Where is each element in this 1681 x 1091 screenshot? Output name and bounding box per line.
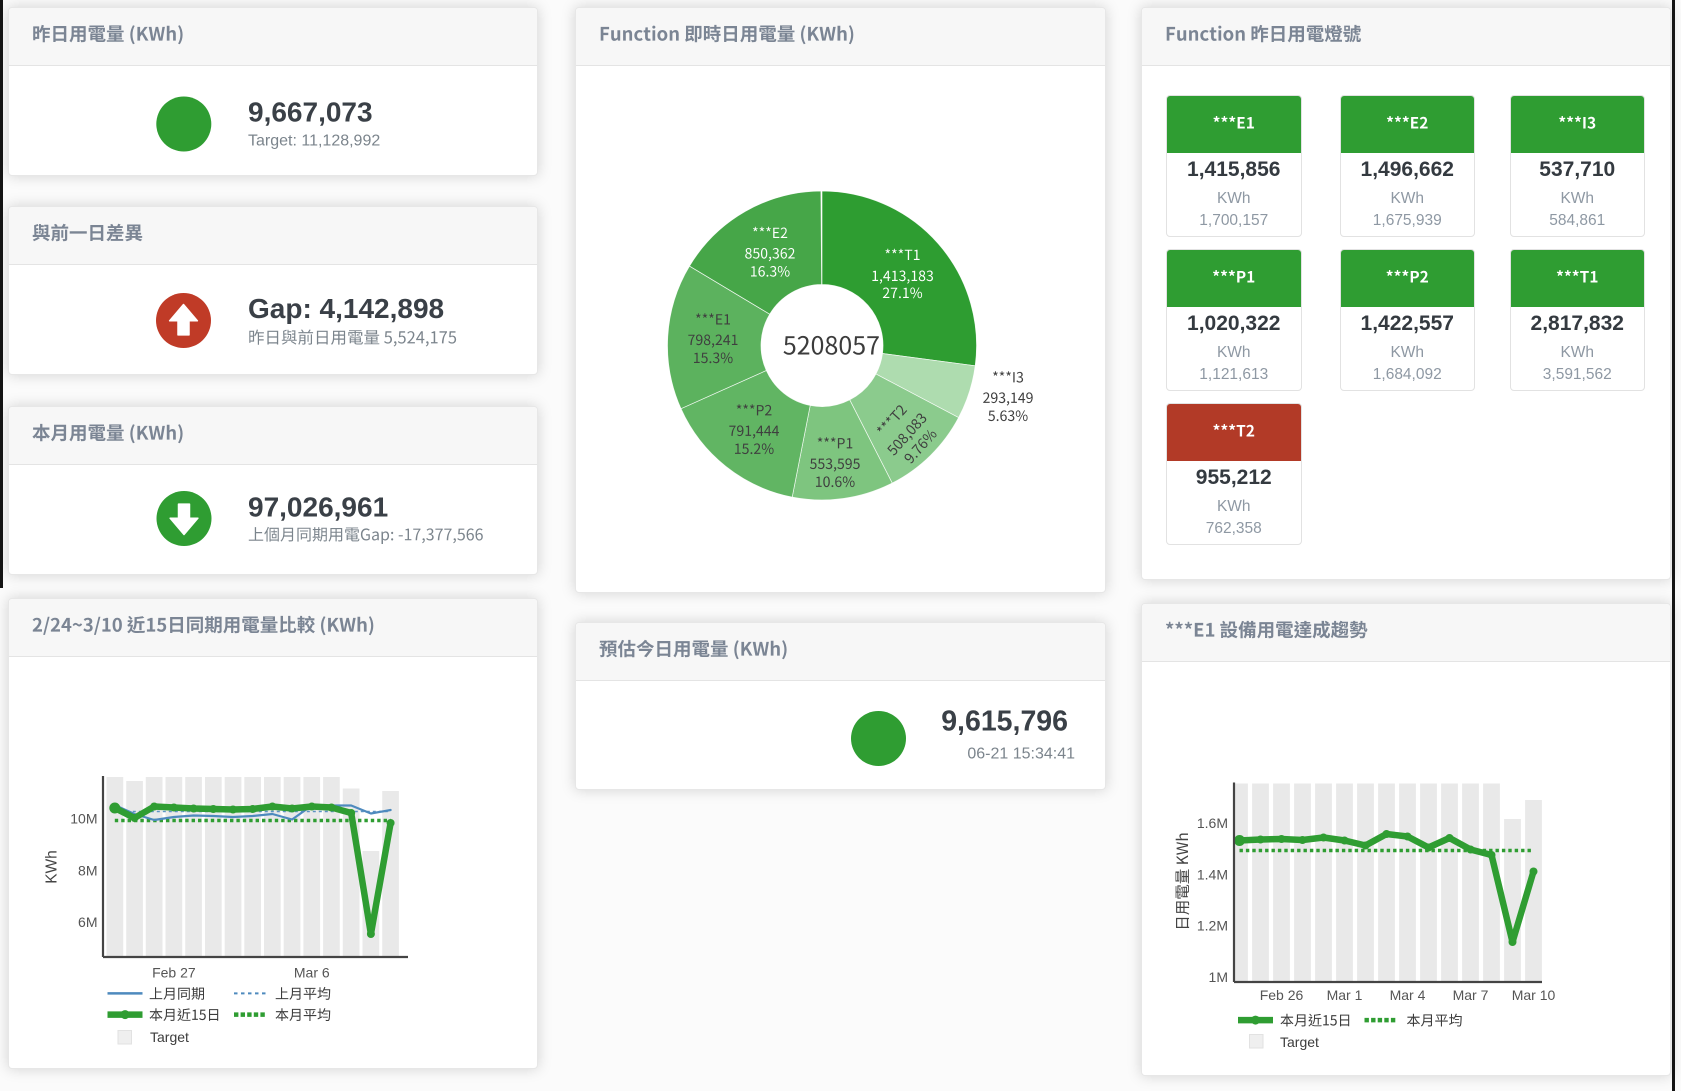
svg-text:1M: 1M xyxy=(1209,969,1228,985)
svg-text:6M: 6M xyxy=(78,914,97,930)
svg-text:Feb 27: Feb 27 xyxy=(152,965,196,981)
svg-text:Mar 10: Mar 10 xyxy=(1512,987,1556,1003)
svg-text:06-21 15:34:41: 06-21 15:34:41 xyxy=(967,746,1075,763)
svg-text:Mar 6: Mar 6 xyxy=(294,965,330,981)
svg-text:Target: Target xyxy=(1280,1034,1319,1050)
svg-text:10M: 10M xyxy=(70,811,97,827)
svg-text:Mar 1: Mar 1 xyxy=(1327,987,1363,1003)
svg-text:Target: 11,128,992: Target: 11,128,992 xyxy=(248,132,380,149)
svg-text:9,615,796: 9,615,796 xyxy=(941,706,1068,738)
svg-text:8M: 8M xyxy=(78,863,97,879)
svg-text:1.4M: 1.4M xyxy=(1197,866,1228,882)
svg-text:1.6M: 1.6M xyxy=(1197,815,1228,831)
svg-text:Gap: 4,142,898: Gap: 4,142,898 xyxy=(248,293,444,324)
svg-text:1.2M: 1.2M xyxy=(1197,918,1228,934)
svg-text:Mar 4: Mar 4 xyxy=(1390,987,1426,1003)
svg-text:Feb 26: Feb 26 xyxy=(1260,987,1304,1003)
svg-text:9,667,073: 9,667,073 xyxy=(248,97,373,128)
svg-text:KWh: KWh xyxy=(44,850,61,884)
svg-text:Mar 7: Mar 7 xyxy=(1453,987,1489,1003)
svg-text:Target: Target xyxy=(150,1029,189,1045)
svg-text:97,026,961: 97,026,961 xyxy=(248,492,388,523)
